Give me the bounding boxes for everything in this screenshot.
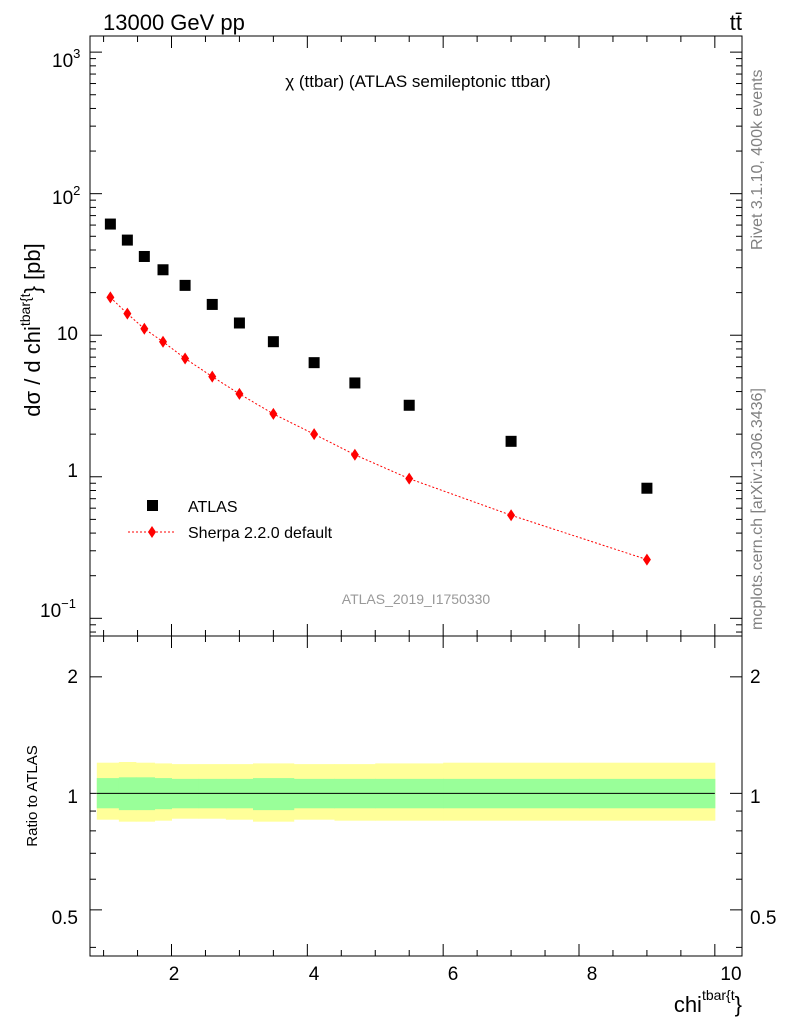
sherpa-line (110, 297, 648, 561)
sherpa-point (235, 387, 244, 400)
sherpa-point (123, 307, 132, 320)
analysis-watermark: ATLAS_2019_I1750330 (342, 591, 491, 607)
x-axis-label-tail: } (735, 992, 742, 1017)
x-axis-label-sup: tbar{t (702, 987, 735, 1003)
ratio-uncertainty-band (96, 762, 716, 822)
rivet-version-label: Rivet 3.1.10, 400k events (749, 69, 766, 250)
axis-ticks (90, 36, 742, 956)
y-axis-label-main: dσ / d chi (20, 326, 45, 417)
y-axis-label-tail: } [pb] (20, 243, 45, 293)
plot-title: χ (ttbar) (ATLAS semileptonic ttbar) (285, 72, 551, 91)
ratio-band-inner-bin (253, 778, 295, 811)
mcplots-label: mcplots.cern.ch [arXiv:1306.3436] (749, 388, 766, 630)
atlas-point (157, 264, 169, 276)
ratio-ytick-label-2: 2 (67, 667, 78, 688)
atlas-point (179, 279, 191, 291)
ratio-ytick-label-1: 1 (67, 787, 78, 808)
atlas-point (403, 399, 415, 411)
xtick-label-4: 4 (309, 964, 320, 985)
atlas-point (121, 234, 133, 246)
atlas-series (104, 218, 653, 494)
main-plot: χ (ttbar) (ATLAS semileptonic ttbar) ATL… (17, 35, 743, 637)
sherpa-series (106, 291, 651, 566)
ratio-ytick-label-0.5-right: 0.5 (750, 908, 776, 929)
atlas-point (138, 250, 150, 262)
sherpa-point (208, 370, 217, 383)
ratio-y-label: Ratio to ATLAS (24, 745, 41, 846)
ytick-label-1000: 103 (52, 46, 80, 72)
legend-sherpa-label: Sherpa 2.2.0 default (188, 525, 333, 542)
ytick-label-100-base: 10 (52, 188, 73, 209)
ratio-ytick-label-0.5: 0.5 (52, 908, 78, 929)
y-axis-label: dσ / d chitbar{t} [pb] (17, 243, 45, 416)
atlas-point (267, 336, 279, 348)
atlas-point (233, 317, 245, 329)
sherpa-point (181, 352, 190, 365)
ytick-label-0.1: 10−1 (40, 596, 76, 622)
ytick-label-1000-exp: 3 (73, 46, 80, 61)
header-energy-label: 13000 GeV pp (103, 10, 245, 35)
y-axis-label-text: dσ / d chitbar{t} [pb] (17, 243, 45, 416)
main-plot-frame (89, 35, 743, 637)
sherpa-point (159, 335, 168, 348)
sherpa-point (269, 407, 278, 420)
x-axis-label-main: chi (674, 992, 702, 1017)
legend-atlas-marker (147, 500, 158, 511)
atlas-point (308, 357, 320, 369)
sherpa-point (507, 509, 516, 522)
ratio-plot: Ratio to ATLAS 2 1 0.5 2 1 0.5 (24, 635, 776, 957)
ytick-label-1: 1 (67, 461, 78, 482)
xtick-label-2: 2 (169, 964, 180, 985)
ratio-ytick-label-2-right: 2 (750, 667, 761, 688)
legend-atlas-label: ATLAS (188, 499, 238, 516)
sherpa-point (106, 291, 115, 304)
y-axis-label-sup: tbar{t (17, 293, 33, 326)
atlas-point (641, 482, 653, 494)
atlas-point (349, 377, 361, 389)
sherpa-point (405, 472, 414, 485)
ratio-plot-frame (89, 635, 743, 957)
x-axis: 2 4 6 8 10 chitbar{t} (169, 964, 742, 1017)
xtick-label-6: 6 (448, 964, 459, 985)
ytick-label-0.1-exp: −1 (61, 596, 76, 611)
atlas-point (505, 435, 517, 447)
atlas-point (104, 218, 116, 230)
legend: ATLAS Sherpa 2.2.0 default (128, 499, 333, 542)
ytick-label-100-exp: 2 (73, 183, 80, 198)
xtick-label-8: 8 (587, 964, 598, 985)
ytick-label-1000-base: 10 (52, 51, 73, 72)
sherpa-point (310, 428, 319, 441)
atlas-point (206, 298, 218, 310)
xtick-label-10: 10 (720, 964, 741, 985)
ratio-ytick-label-1-right: 1 (750, 787, 761, 808)
sherpa-point (642, 553, 651, 566)
ytick-label-10: 10 (57, 324, 78, 345)
ytick-label-100: 102 (52, 183, 80, 209)
ytick-label-0.1-base: 10 (40, 601, 61, 622)
sherpa-point (350, 448, 359, 461)
x-axis-label: chitbar{t} (674, 987, 742, 1017)
sherpa-point (140, 322, 149, 335)
legend-sherpa-marker (148, 526, 156, 538)
header-process-label: tt̄ (730, 10, 742, 35)
